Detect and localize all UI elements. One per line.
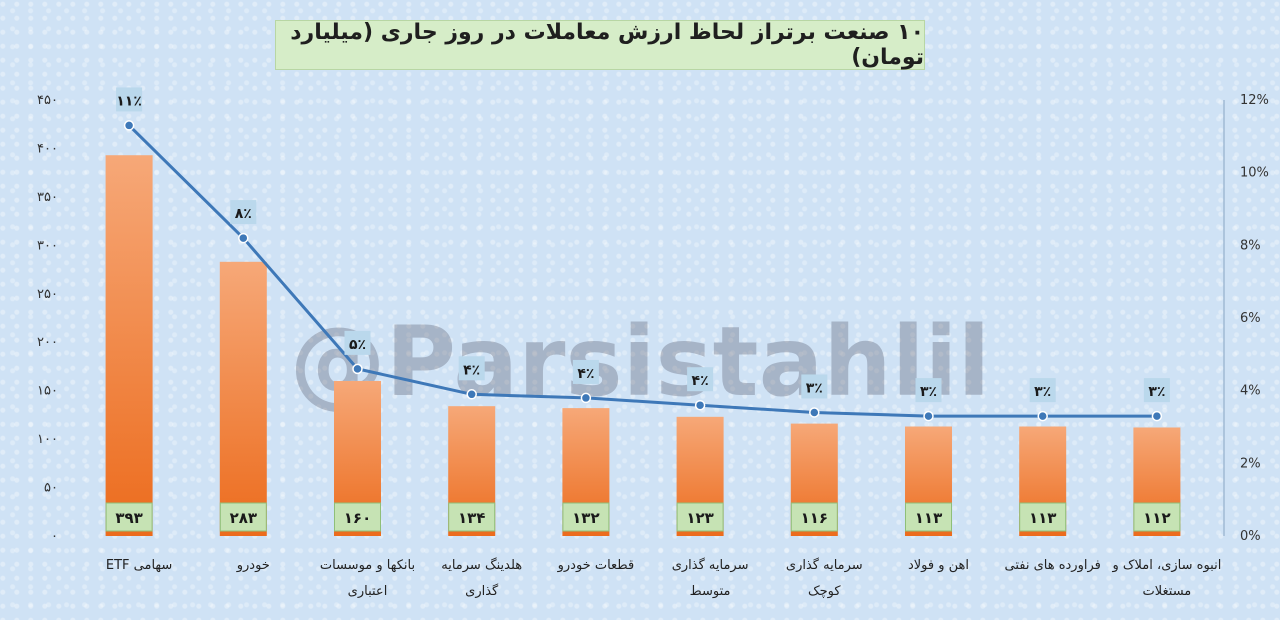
y-tick-label: ۳۰۰ [37, 238, 58, 253]
line-label-box [458, 356, 485, 381]
y2-tick-label: 10% [1240, 166, 1269, 181]
x-tick-label: بانکها و موسسات [320, 558, 415, 573]
line-label-box [116, 87, 143, 112]
y-tick-label: ۱۰۰ [37, 432, 58, 447]
line-point-label: ۵٪ [349, 337, 366, 353]
value-label-box [105, 502, 153, 532]
y-tick-label: ۲۵۰ [37, 287, 58, 302]
y2-tick-label: 12% [1240, 93, 1269, 108]
value-label-box [676, 502, 724, 532]
line-point [580, 392, 592, 404]
value-label-box [1019, 502, 1067, 532]
line-label-box [1143, 378, 1170, 403]
x-tick-label: اهن و فولاد [908, 558, 969, 573]
line-label-box [230, 200, 257, 225]
y-tick-label: ۳۵۰ [37, 190, 58, 205]
y2-tick-label: 0% [1240, 529, 1261, 544]
x-tick-label: فراورده های نفتی [1005, 558, 1101, 573]
value-label: ۱۱۶ [801, 509, 828, 527]
value-label: ۳۹۳ [115, 509, 142, 527]
bar [105, 155, 153, 536]
line-point [1151, 410, 1163, 422]
line-point [694, 399, 706, 411]
value-label-box [562, 502, 610, 532]
value-label: ۱۳۲ [572, 509, 599, 527]
line-label-box [915, 378, 942, 403]
value-label-box [334, 502, 381, 532]
value-label: ۱۳۴ [458, 509, 485, 527]
line-point [238, 232, 249, 244]
line-point-label: ۸٪ [235, 206, 252, 222]
y-tick-label: ۴۰۰ [37, 141, 58, 156]
line-point-label: ۴٪ [692, 373, 709, 389]
line-label-box [687, 367, 714, 392]
line-point-label: ۴٪ [463, 362, 480, 378]
line-point [123, 120, 135, 131]
x-tick-label: خودرو [236, 558, 270, 573]
y2-tick-label: 2% [1240, 456, 1261, 471]
line-point-label: ۳٪ [920, 384, 937, 400]
value-label: ۱۶۰ [344, 509, 371, 527]
line-point-label: ۳٪ [1034, 384, 1051, 400]
value-label-box [448, 502, 496, 532]
x-tick-label: انبوه سازی، املاک و [1111, 558, 1221, 573]
line-point [923, 410, 934, 422]
line-point [809, 407, 820, 418]
chart-title: ۱۰ صنعت برتراز لحاظ ارزش معاملات در روز … [290, 20, 924, 70]
line-point-label: ۳٪ [1148, 384, 1165, 400]
x-tick-label: قطعات خودرو [557, 558, 635, 573]
line-point [1037, 410, 1048, 422]
watermark-text: @Parsistahlil [290, 306, 991, 418]
y2-tick-label: 8% [1240, 238, 1261, 253]
line-label-box [344, 330, 371, 355]
x-tick-label: کوچک [808, 584, 841, 599]
x-tick-label: سرمایه گذاری [672, 557, 749, 573]
line-point-label: ۱۱٪ [116, 93, 142, 109]
y-tick-label: ۴۵۰ [37, 93, 58, 108]
y-tick-label: ۱۵۰ [37, 384, 58, 399]
y-tick-label: ۵۰ [44, 481, 58, 496]
chart-title-box: ۱۰ صنعت برتراز لحاظ ارزش معاملات در روز … [275, 20, 925, 70]
x-tick-label: سرمایه گذاری [786, 557, 863, 573]
x-tick-label: هلدینگ سرمایه [441, 557, 522, 573]
line-label-box [1029, 378, 1056, 403]
x-tick-label: متوسط [690, 584, 731, 599]
value-label-box [790, 502, 838, 532]
x-tick-label: مستغلات [1143, 584, 1192, 599]
value-label-box [219, 502, 267, 532]
line-label-box [572, 359, 599, 384]
value-label-box [905, 502, 952, 532]
value-label-box [1133, 502, 1181, 532]
x-tick-label: اعتباری [348, 584, 388, 599]
line-series [128, 124, 1157, 418]
line-point-label: ۴٪ [577, 366, 594, 382]
y2-tick-label: 6% [1240, 311, 1261, 326]
x-tick-label: گذاری [465, 583, 499, 599]
value-label: ۱۱۳ [1029, 509, 1056, 527]
value-label: ۲۸۳ [230, 509, 257, 527]
value-label: ۱۱۲ [1143, 509, 1170, 527]
line-point [466, 389, 477, 400]
y-tick-label: ۲۰۰ [37, 335, 58, 350]
line-point [352, 363, 363, 375]
line-point-label: ۳٪ [806, 380, 823, 396]
y-tick-label: ۰ [51, 529, 58, 544]
value-label: ۱۱۳ [915, 509, 942, 527]
line-label-box [801, 374, 828, 399]
value-label: ۱۲۳ [686, 509, 713, 527]
bar [219, 261, 267, 536]
x-tick-label: سهامی ETF [106, 558, 172, 573]
y2-tick-label: 4% [1240, 384, 1261, 399]
